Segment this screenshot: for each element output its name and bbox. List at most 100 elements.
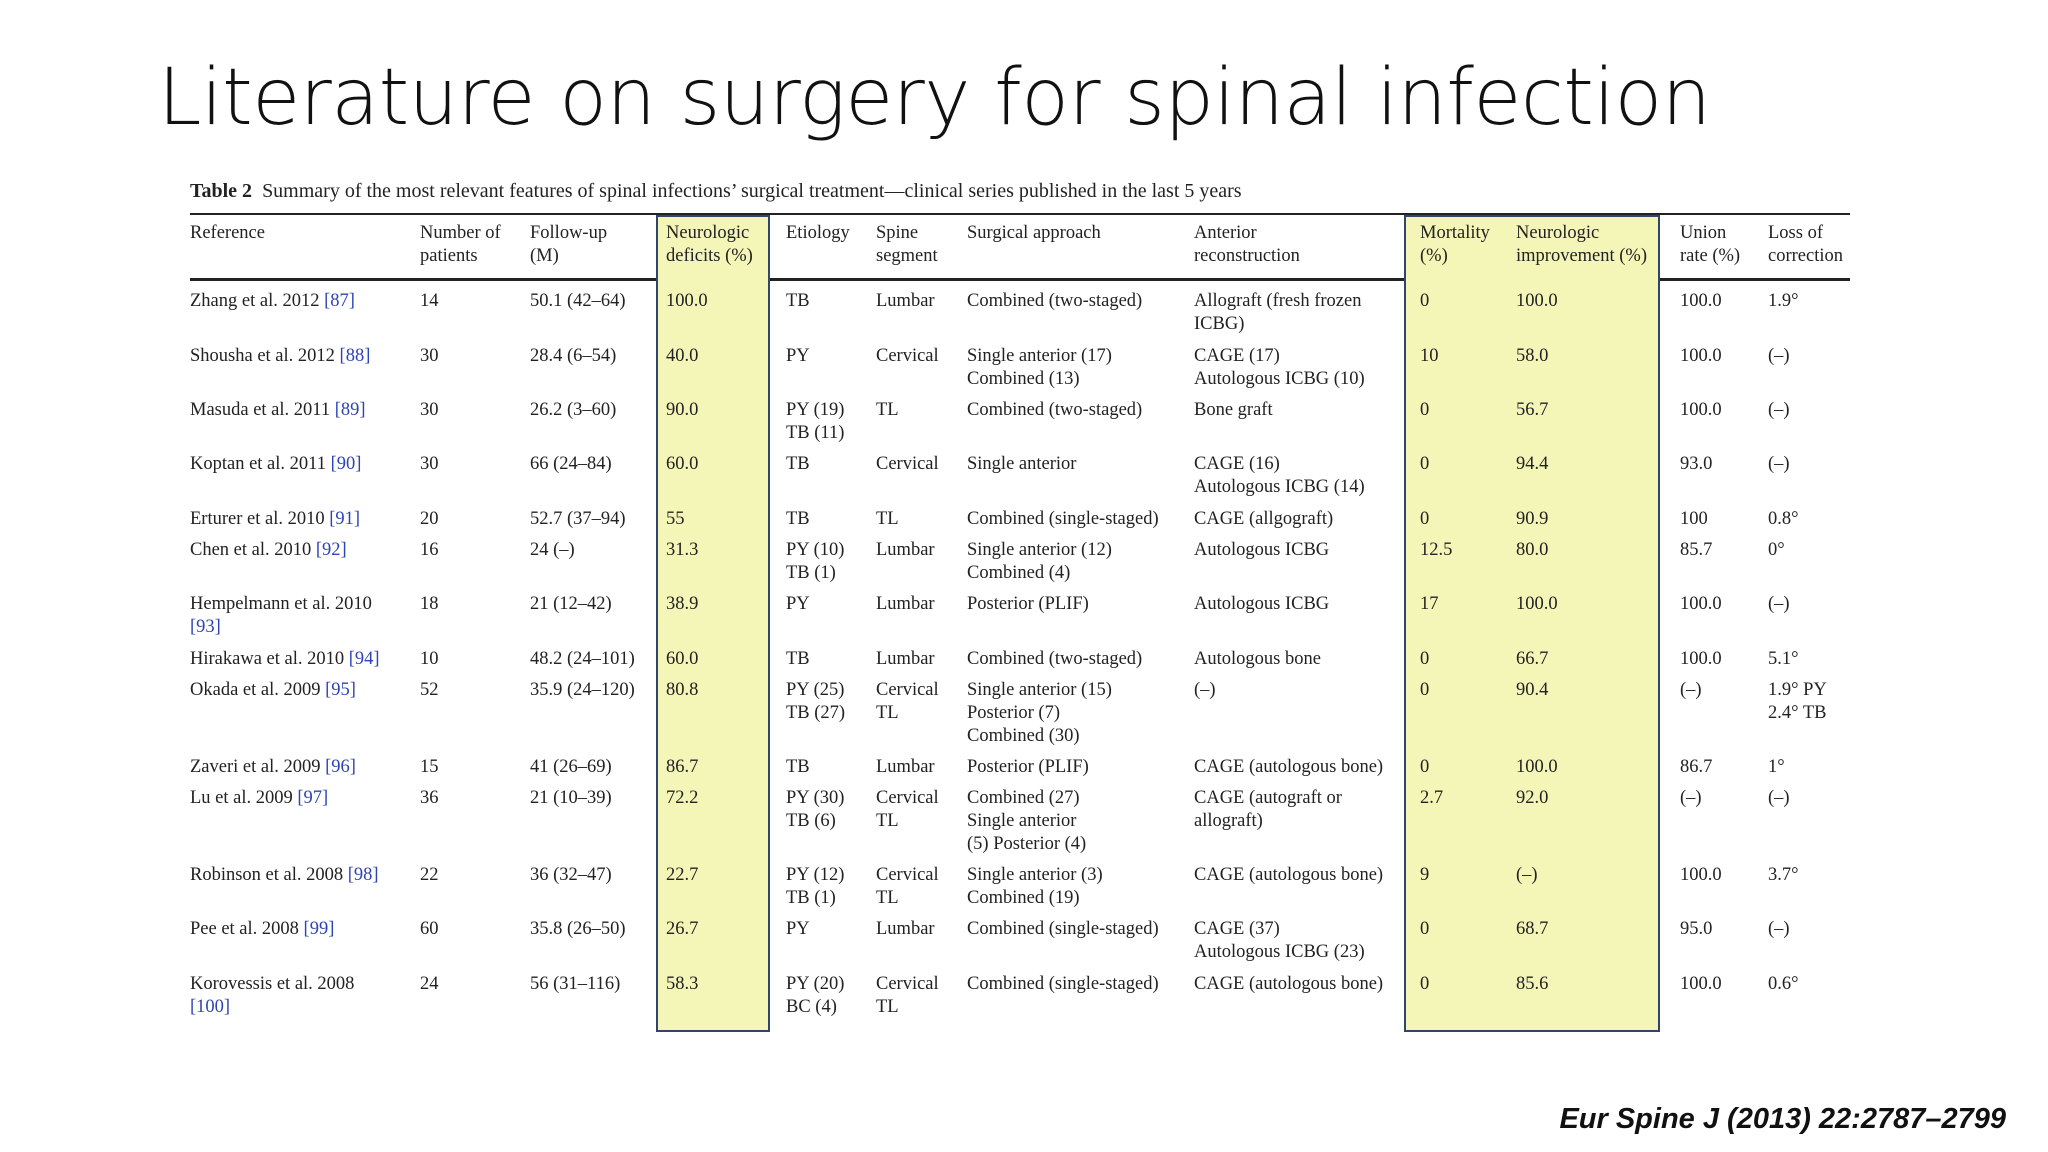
table-cell-etiology: TB — [786, 454, 810, 474]
table-cell-ref: Pee et al. 2008 [99] — [190, 919, 335, 939]
table-cell-patients: 14 — [420, 291, 439, 311]
table-cell-patients: 30 — [420, 346, 439, 366]
header-deficits: Neurologic — [666, 223, 750, 243]
header-segment: segment — [876, 246, 938, 266]
table-cell-mortality: 17 — [1420, 594, 1439, 614]
header-approach: Surgical approach — [967, 223, 1101, 243]
table-cell-segment: TL — [876, 509, 899, 529]
table-cell-loss: 5.1° — [1768, 649, 1799, 669]
table-cell-union: 100.0 — [1680, 291, 1722, 311]
table-cell-segment: Lumbar — [876, 291, 935, 311]
table-cell-followup: 35.9 (24–120) — [530, 680, 635, 700]
table-cell-segment: TL — [876, 888, 899, 908]
table-cell-etiology: TB — [786, 291, 810, 311]
table-cell-segment: Lumbar — [876, 649, 935, 669]
table-cell-loss: 2.4° TB — [1768, 703, 1827, 723]
table-cell-loss: (–) — [1768, 594, 1790, 614]
table-cell-loss: (–) — [1768, 400, 1790, 420]
table-cell-improvement: 100.0 — [1516, 757, 1558, 777]
table-cell-etiology: PY — [786, 594, 810, 614]
table-cell-reconstruction: Bone graft — [1194, 400, 1273, 420]
table-cell-reconstruction: CAGE (16) — [1194, 454, 1280, 474]
table-cell-patients: 36 — [420, 788, 439, 808]
table-cell-reconstruction: Autologous ICBG (23) — [1194, 942, 1365, 962]
header-patients: Number of — [420, 223, 501, 243]
reference-number: [98] — [347, 865, 379, 885]
table-cell-segment: Cervical — [876, 346, 939, 366]
table-cell-approach: Combined (single-staged) — [967, 509, 1159, 529]
table-cell-segment: Cervical — [876, 865, 939, 885]
table-cell-patients: 30 — [420, 400, 439, 420]
table-cell-etiology: BC (4) — [786, 997, 837, 1017]
table-cell-deficits: 22.7 — [666, 865, 699, 885]
table-cell-reconstruction: Autologous ICBG (10) — [1194, 369, 1365, 389]
table-cell-union: 100.0 — [1680, 649, 1722, 669]
table-cell-followup: 35.8 (26–50) — [530, 919, 626, 939]
table-cell-etiology: PY — [786, 346, 810, 366]
table-cell-mortality: 0 — [1420, 974, 1430, 994]
table-cell-improvement: 66.7 — [1516, 649, 1549, 669]
table-cell-followup: 36 (32–47) — [530, 865, 612, 885]
table-cell-followup: 26.2 (3–60) — [530, 400, 617, 420]
reference-number: [89] — [334, 400, 366, 420]
table-cell-deficits: 40.0 — [666, 346, 699, 366]
table-cell-approach: Posterior (7) — [967, 703, 1060, 723]
table-cell-approach: Single anterior — [967, 454, 1077, 474]
table-cell-ref: Shousha et al. 2012 [88] — [190, 346, 371, 366]
table-cell-patients: 20 — [420, 509, 439, 529]
header-segment: Spine — [876, 223, 919, 243]
table-cell-reconstruction: Allograft (fresh frozen — [1194, 291, 1362, 311]
header-reconstruction: Anterior — [1194, 223, 1257, 243]
table-cell-ref: Zhang et al. 2012 [87] — [190, 291, 355, 311]
table-cell-loss: 3.7° — [1768, 865, 1799, 885]
table-cell-patients: 60 — [420, 919, 439, 939]
reference-number: [96] — [325, 757, 356, 777]
table-cell-union: 100.0 — [1680, 974, 1722, 994]
outcomes-highlight — [1404, 215, 1660, 1032]
table-cell-improvement: 90.9 — [1516, 509, 1549, 529]
table-cell-mortality: 2.7 — [1420, 788, 1444, 808]
header-followup: (M) — [530, 246, 559, 266]
table-cell-deficits: 31.3 — [666, 540, 699, 560]
table-cell-etiology: TB (11) — [786, 423, 845, 443]
table-cell-mortality: 9 — [1420, 865, 1430, 885]
header-union: Union — [1680, 223, 1727, 243]
reference-number: [94] — [348, 649, 380, 669]
table-cell-segment: Cervical — [876, 974, 939, 994]
header-followup: Follow-up — [530, 223, 608, 243]
table-cell-loss: (–) — [1768, 919, 1790, 939]
table-caption: Table 2 Summary of the most relevant feat… — [190, 180, 1242, 203]
table-cell-approach: Combined (two-staged) — [967, 649, 1143, 669]
reference-number: [100] — [190, 997, 231, 1017]
table-cell-followup: 24 (–) — [530, 540, 575, 560]
table-cell-ref: Korovessis et al. 2008 — [190, 974, 355, 994]
table-cell-followup: 41 (26–69) — [530, 757, 612, 777]
table-cell-reconstruction: Autologous ICBG — [1194, 594, 1330, 614]
table-cell-patients: 24 — [420, 974, 439, 994]
table-cell-ref: Robinson et al. 2008 [98] — [190, 865, 379, 885]
table-cell-etiology: TB (1) — [786, 563, 836, 583]
table-cell-loss: 1.9° — [1768, 291, 1799, 311]
table-cell-etiology: TB — [786, 649, 810, 669]
table-cell-mortality: 0 — [1420, 509, 1430, 529]
table-cell-patients: 18 — [420, 594, 439, 614]
reference-number: [97] — [297, 788, 329, 808]
table-cell-ref: Chen et al. 2010 [92] — [190, 540, 347, 560]
table-cell-etiology: TB (27) — [786, 703, 846, 723]
table-cell-loss: (–) — [1768, 454, 1790, 474]
reference-number: [90] — [330, 454, 362, 474]
neurologic-deficits-highlight — [656, 215, 770, 1032]
table-cell-etiology: PY — [786, 919, 810, 939]
table-cell-etiology: TB (1) — [786, 888, 836, 908]
table-cell-union: 85.7 — [1680, 540, 1713, 560]
table-cell-improvement: 68.7 — [1516, 919, 1549, 939]
table-cell-mortality: 0 — [1420, 649, 1430, 669]
table-cell-patients: 22 — [420, 865, 439, 885]
table-cell-ref: Okada et al. 2009 [95] — [190, 680, 356, 700]
table-cell-etiology: PY (12) — [786, 865, 845, 885]
table-cell-segment: Lumbar — [876, 594, 935, 614]
table-cell-reconstruction: CAGE (autologous bone) — [1194, 974, 1384, 994]
table-cell-reconstruction: CAGE (37) — [1194, 919, 1280, 939]
table-cell-approach: (5) Posterior (4) — [967, 834, 1087, 854]
header-deficits: deficits (%) — [666, 246, 753, 266]
